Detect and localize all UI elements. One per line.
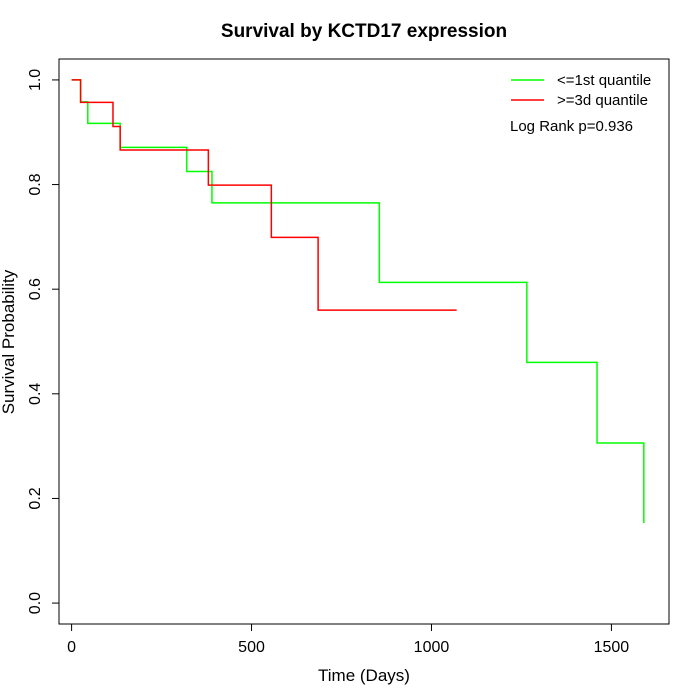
legend-label-series-2: >=3d quantile [557, 92, 648, 109]
log-rank-annotation: Log Rank p=0.936 [510, 118, 633, 135]
y-axis-label: Survival Probability [0, 269, 18, 414]
x-axis: 0 500 1000 1500 [67, 623, 630, 656]
x-tick-label: 1000 [414, 639, 450, 656]
legend: <=1st quantile >=3d quantile [511, 72, 651, 109]
y-axis: 0.0 0.2 0.4 0.6 0.8 1.0 [27, 69, 60, 614]
y-tick-label: 0.2 [27, 487, 44, 509]
y-tick-label: 0.8 [27, 173, 44, 195]
chart-title: Survival by KCTD17 expression [221, 21, 507, 42]
x-tick-label: 1500 [594, 639, 630, 656]
x-tick-label: 0 [67, 639, 76, 656]
y-tick-label: 0.0 [27, 592, 44, 614]
x-tick-label: 500 [238, 639, 265, 656]
survival-curve-series-2 [71, 79, 457, 311]
y-tick-label: 0.4 [27, 383, 44, 405]
survival-curve-series-1 [71, 79, 645, 524]
x-axis-label: Time (Days) [318, 666, 410, 685]
legend-label-series-1: <=1st quantile [557, 72, 651, 89]
series-layer [71, 79, 645, 524]
y-tick-label: 1.0 [27, 69, 44, 91]
y-tick-label: 0.6 [27, 278, 44, 300]
